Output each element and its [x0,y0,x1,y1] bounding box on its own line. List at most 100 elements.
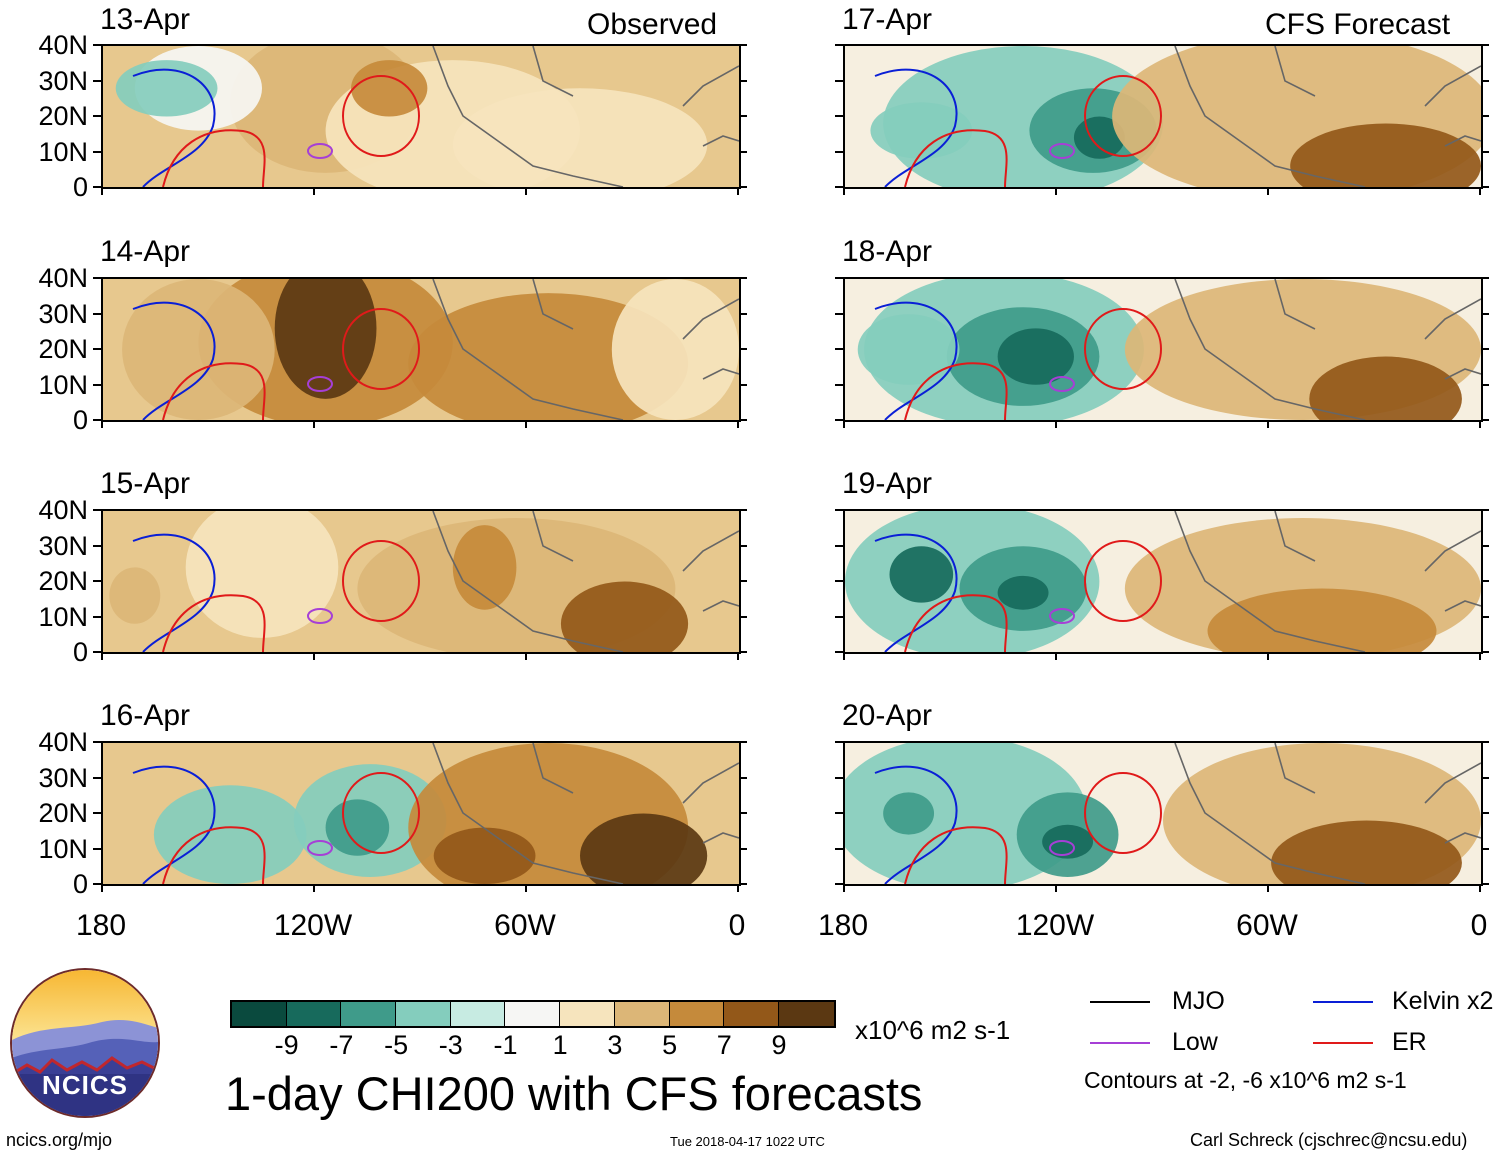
panel-date: 19-Apr [842,467,933,500]
axis-tick [835,186,843,188]
map-panel-20-apr [843,741,1483,886]
colorbar-label: -9 [274,1030,299,1060]
axis-tick [1481,419,1489,421]
contour-line [1049,840,1076,856]
axis-tick [1481,776,1489,779]
logo-text: NCICS [42,1070,128,1100]
observed-title: Observed [587,8,718,41]
contour-line [342,308,421,390]
footer-timestamp: Tue 2018-04-17 1022 UTC [670,1134,825,1149]
panel-date: 15-Apr [100,467,191,500]
axis-tick [739,847,747,850]
contour-line [874,765,958,884]
axis-tick [739,741,747,743]
axis-tick [313,420,315,428]
colorbar-cell [341,1002,397,1026]
axis-tick [739,115,747,117]
legend-swatch-low [1090,1042,1150,1044]
y-tick-label: 0 [72,869,88,899]
axis-tick [1481,812,1489,814]
legend-label-mjo: MJO [1172,987,1225,1015]
y-tick-label: 20N [38,798,88,828]
coastline [1174,743,1481,884]
contour-line [1049,608,1076,624]
y-tick-label: 30N [38,298,88,329]
map-panel-14-apr [101,277,741,422]
y-tick-label: 10N [38,833,88,864]
anomaly-region [325,799,390,856]
axis-tick [843,420,845,428]
footer-url: ncics.org/mjo [6,1130,113,1150]
colorbar-label: 1 [552,1030,568,1060]
axis-tick [93,812,101,814]
axis-tick [101,884,103,892]
axis-tick [525,652,527,660]
contour-line [132,301,216,420]
axis-tick [843,652,845,660]
x-tick-label: 0 [728,909,746,942]
contour-line [1084,540,1163,622]
axis-tick [93,150,101,153]
map-panel-15-apr [101,509,741,654]
axis-tick [1267,420,1269,428]
contour-line [1084,308,1163,390]
axis-tick [737,420,739,428]
contour-line [342,75,421,157]
axis-tick [737,187,739,195]
colorbar-label: -3 [438,1030,463,1060]
axis-tick [739,615,747,618]
axis-tick [1481,847,1489,850]
axis-tick [739,383,747,386]
chart-title: 1-day CHI200 with CFS forecasts [225,1067,923,1120]
anomaly-region [1290,123,1481,187]
axis-tick [1481,348,1489,350]
axis-tick [1267,187,1269,195]
contour-line [1084,75,1163,157]
coastline [432,46,739,187]
axis-tick [101,187,103,195]
axis-tick [1055,884,1057,892]
axis-tick [835,150,843,153]
axis-tick [313,652,315,660]
axis-tick [737,884,739,892]
colorbar-units: x10^6 m2 s-1 [855,1015,1011,1045]
axis-tick [835,115,843,117]
anomaly-region [109,567,161,624]
colorbar-cell [450,1002,506,1026]
colorbar-label: 9 [771,1030,787,1060]
map-svg [845,511,1481,652]
map-svg [103,279,739,420]
axis-tick [835,544,843,547]
contour-line [874,68,958,187]
contour-line [162,594,266,652]
contour-line [307,143,334,159]
axis-tick [835,651,843,653]
axis-tick [93,580,101,582]
colorbar-label: -1 [493,1030,518,1060]
axis-tick [93,615,101,618]
contour-line [1049,376,1076,392]
contour-line [132,765,216,884]
axis-tick [835,383,843,386]
y-tick-label: 20N [38,101,88,131]
panel-date: 17-Apr [842,3,933,36]
axis-tick [739,776,747,779]
colorbar-cell [724,1002,779,1026]
anomaly-region [452,88,708,187]
footer-credit: Carl Schreck (cjschrec@ncsu.edu) [1190,1130,1468,1150]
axis-tick [93,419,101,421]
contour-line [874,533,958,652]
y-tick-label: 40N [38,263,88,293]
axis-tick [1481,580,1489,582]
axis-tick [739,812,747,814]
axis-tick [101,652,103,660]
axis-tick [843,884,845,892]
axis-tick [93,509,101,511]
contour-line [1049,143,1076,159]
anomaly-region [857,314,960,385]
axis-tick [1481,79,1489,82]
contour-line [307,376,334,392]
axis-tick [739,651,747,653]
x-tick-label: 0 [1470,909,1488,942]
axis-tick [739,509,747,511]
